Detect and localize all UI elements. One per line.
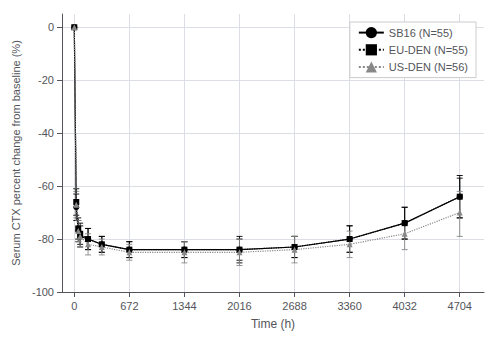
- svg-text:4704: 4704: [448, 300, 472, 312]
- svg-text:-100: -100: [32, 286, 54, 298]
- svg-text:4032: 4032: [392, 300, 416, 312]
- svg-text:0: 0: [71, 300, 77, 312]
- svg-text:EU-DEN (N=55): EU-DEN (N=55): [389, 44, 468, 56]
- svg-text:2016: 2016: [227, 300, 251, 312]
- svg-text:-20: -20: [38, 74, 54, 86]
- svg-text:0: 0: [48, 21, 54, 33]
- svg-text:SB16 (N=55): SB16 (N=55): [389, 27, 453, 39]
- svg-text:2688: 2688: [282, 300, 306, 312]
- svg-text:1344: 1344: [172, 300, 196, 312]
- svg-text:Time (h): Time (h): [251, 317, 295, 331]
- svg-text:-40: -40: [38, 127, 54, 139]
- svg-text:672: 672: [120, 300, 138, 312]
- svg-text:US-DEN (N=56): US-DEN (N=56): [389, 61, 468, 73]
- svg-text:-60: -60: [38, 180, 54, 192]
- svg-text:3360: 3360: [337, 300, 361, 312]
- svg-text:Serum CTX percent change from: Serum CTX percent change from baseline (…: [10, 40, 22, 266]
- svg-text:-80: -80: [38, 233, 54, 245]
